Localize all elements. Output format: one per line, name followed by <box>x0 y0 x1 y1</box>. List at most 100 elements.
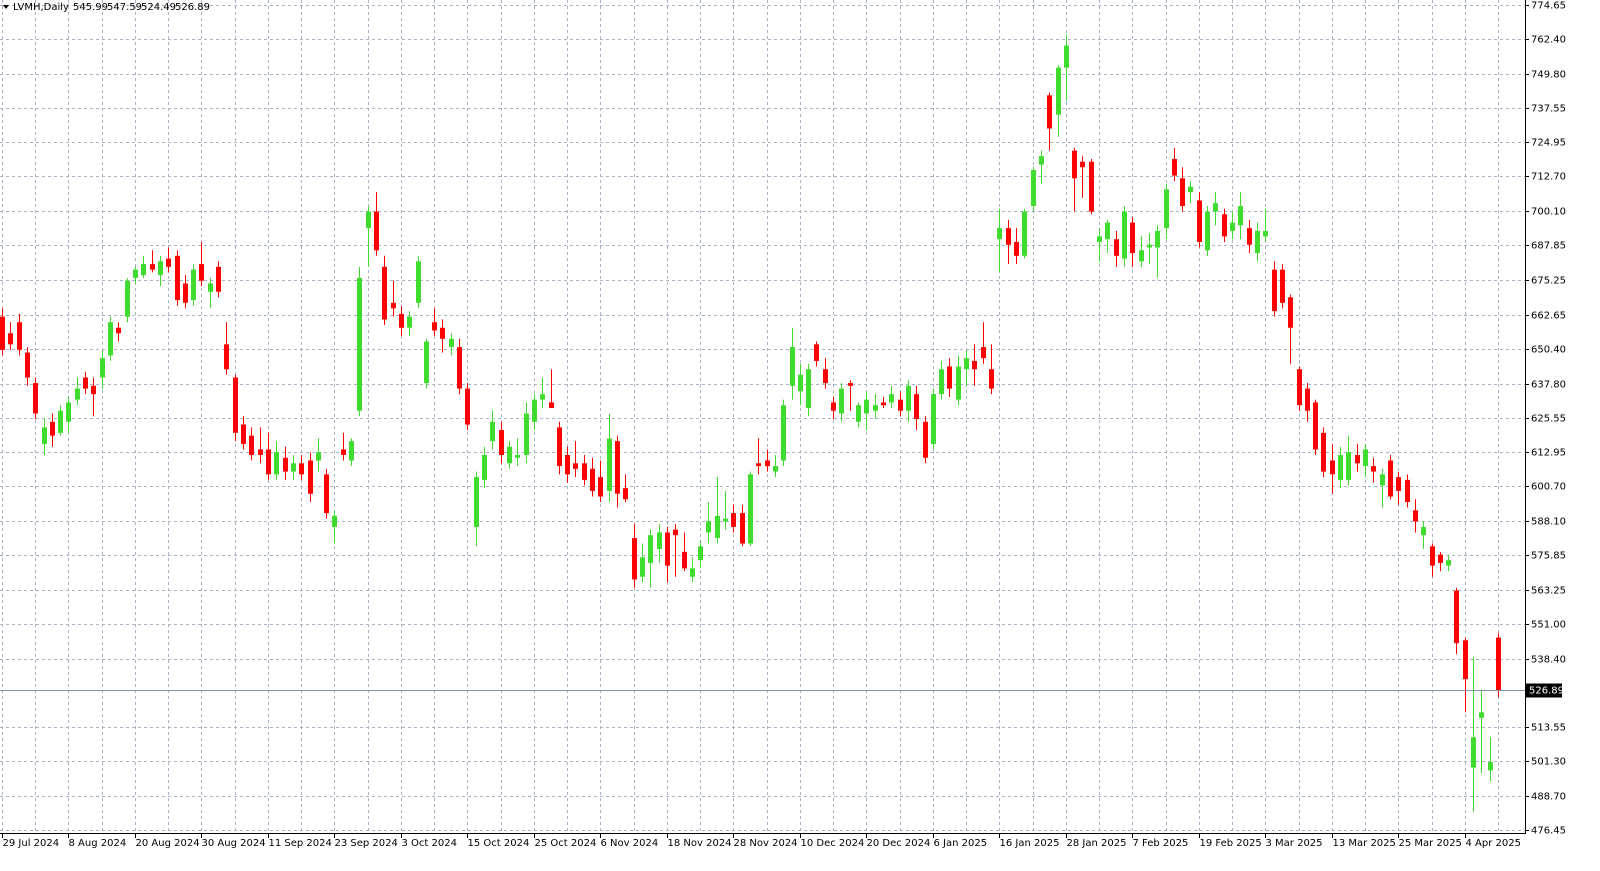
candle-body <box>266 449 271 475</box>
candle-body <box>1197 200 1202 242</box>
candle-body <box>657 532 662 550</box>
candle-body <box>274 452 279 475</box>
x-tick-label: 13 Mar 2025 <box>1333 838 1396 849</box>
candle-body <box>1454 590 1459 644</box>
candle-body <box>1421 526 1426 536</box>
candle-body <box>424 341 429 384</box>
candle-body <box>1430 546 1435 566</box>
candle-body <box>1205 211 1210 251</box>
candle-body <box>1238 205 1243 226</box>
y-tick-label: 712.70 <box>1531 172 1566 183</box>
candle-body <box>839 388 844 414</box>
x-tick-label: 20 Dec 2024 <box>867 838 931 849</box>
candle-body <box>1147 244 1152 248</box>
candle-body <box>258 449 263 455</box>
candle-body <box>1338 454 1343 480</box>
candle-body <box>798 374 803 392</box>
candle-body <box>432 322 437 331</box>
candle-body <box>731 513 736 527</box>
candle-body <box>698 546 703 561</box>
candle-body <box>1488 762 1493 771</box>
candle-body <box>706 521 711 533</box>
candle-body <box>1064 45 1069 68</box>
candle-body <box>1438 554 1443 563</box>
candle-body <box>216 266 221 292</box>
candle-body <box>291 463 296 472</box>
candle-body <box>1031 170 1036 206</box>
y-tick-label: 612.95 <box>1531 448 1566 459</box>
candle-body <box>615 441 620 494</box>
candle-body <box>416 261 421 303</box>
candle-body <box>1039 156 1044 165</box>
candle-body <box>956 366 961 400</box>
candle-body <box>557 427 562 467</box>
candle-body <box>790 347 795 386</box>
candle-body <box>1446 560 1451 566</box>
candle-body <box>108 322 113 356</box>
candle-body <box>465 388 470 425</box>
candle-body <box>1313 402 1318 450</box>
x-tick-label: 18 Nov 2024 <box>668 838 732 849</box>
candle-body <box>1172 158 1177 176</box>
candle-body <box>540 394 545 400</box>
y-tick-label: 588.10 <box>1531 517 1566 528</box>
candles <box>0 34 1525 812</box>
candle-body <box>141 264 146 276</box>
candle-body <box>748 474 753 544</box>
candle-body <box>1413 510 1418 522</box>
candle-body <box>1272 269 1277 312</box>
candle-body <box>133 269 138 278</box>
candle-body <box>233 377 238 433</box>
candle-body <box>208 283 213 292</box>
candle-body <box>1496 637 1501 691</box>
candle-body <box>199 264 204 281</box>
candle-body <box>399 313 404 328</box>
candle-body <box>191 269 196 301</box>
candle-body <box>1155 230 1160 248</box>
candle-body <box>17 322 22 350</box>
candle-body <box>175 255 180 301</box>
candle-body <box>316 452 321 461</box>
x-tick-label: 6 Jan 2025 <box>934 838 988 849</box>
candle-body <box>308 460 313 494</box>
candle-body <box>341 449 346 455</box>
candle-body <box>648 535 653 563</box>
candle-body <box>898 399 903 411</box>
candle-body <box>224 344 229 370</box>
candle-body <box>75 388 80 400</box>
candle-body <box>665 532 670 566</box>
candle-body <box>972 360 977 370</box>
candle-body <box>814 344 819 361</box>
candle-body <box>1022 211 1027 256</box>
candle-body <box>881 402 886 406</box>
candle-body <box>806 369 811 408</box>
candle-body <box>640 557 645 577</box>
candle-body <box>58 410 63 433</box>
candle-body <box>1047 95 1052 129</box>
y-tick-label: 774.65 <box>1531 1 1566 12</box>
candle-body <box>1180 178 1185 206</box>
y-tick-label: 513.55 <box>1531 723 1566 734</box>
candle-body <box>1388 460 1393 497</box>
candle-body <box>981 347 986 359</box>
candle-body <box>158 261 163 276</box>
candle-body <box>1222 214 1227 237</box>
candle-body <box>166 258 171 267</box>
candle-body <box>931 394 936 444</box>
candle-body <box>1321 432 1326 472</box>
candle-body <box>1479 712 1484 718</box>
candle-body <box>939 369 944 395</box>
candle-body <box>183 283 188 303</box>
candle-body <box>873 405 878 411</box>
candle-body <box>740 513 745 544</box>
y-tick-label: 538.40 <box>1531 655 1566 666</box>
candle-body <box>1213 203 1218 212</box>
candle-body <box>1263 230 1268 237</box>
candle-body <box>856 405 861 422</box>
axes: 774.65 762.40 749.80 737.55 724.95 712.70 700.… <box>2 1 1566 849</box>
x-tick-label: 19 Feb 2025 <box>1200 838 1262 849</box>
current-price-label: 526.89 <box>1529 686 1564 697</box>
candle-body <box>457 347 462 389</box>
y-tick-label: 501.30 <box>1531 757 1566 768</box>
